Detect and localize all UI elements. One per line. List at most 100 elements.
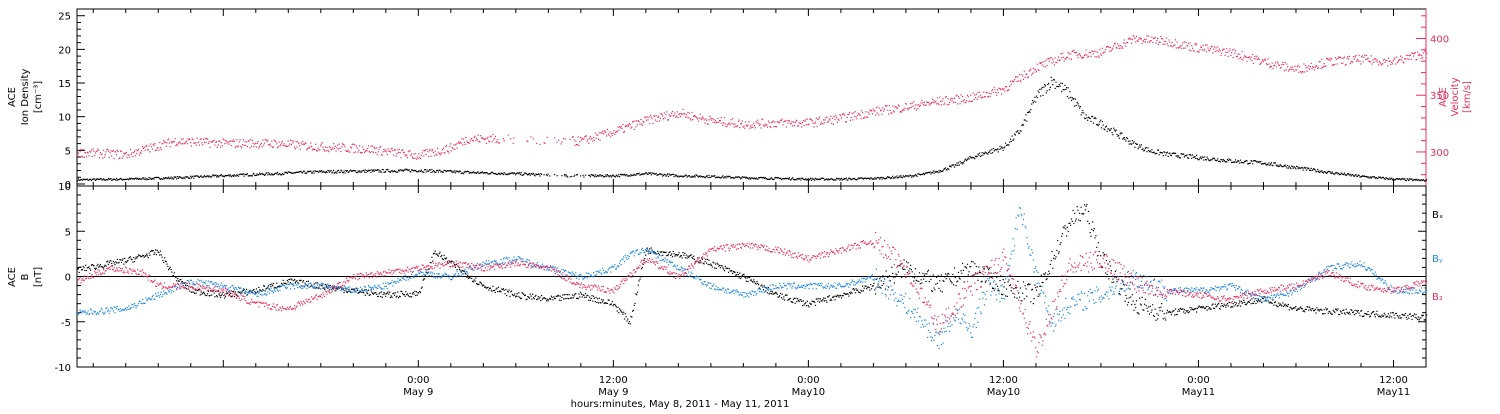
- bottom-series-0-point-918: [823, 298, 824, 299]
- top-series-1-point-52: [119, 157, 120, 158]
- bottom-left-tick-label--5: -5: [61, 318, 71, 329]
- top-series-1-point-61: [127, 157, 128, 158]
- bottom-series-0-point-142: [192, 287, 193, 288]
- bottom-series-0-point-193: [234, 296, 235, 297]
- bottom-series-0-point-341: [354, 289, 355, 290]
- top-series-1-point-191: [232, 141, 233, 142]
- bottom-series-0-point-1271: [1110, 265, 1111, 266]
- bottom-series-0-point-1499: [1295, 306, 1296, 307]
- top-series-1-point-982: [929, 103, 930, 104]
- bottom-series-0-point-1577: [1359, 313, 1360, 314]
- top-series-0-point-1477: [1305, 167, 1306, 168]
- bottom-series-0-point-785: [715, 264, 716, 265]
- top-left-tick-label-5: 5: [65, 146, 71, 157]
- top-series-0-point-1080: [982, 154, 983, 155]
- bottom-series-0-point-877: [790, 298, 791, 299]
- top-series-0-point-646: [630, 175, 631, 176]
- bottom-series-0-point-1346: [1171, 314, 1172, 315]
- top-series-1-point-1345: [1224, 49, 1225, 50]
- bottom-series-0-point-1660: [1426, 315, 1427, 316]
- top-series-0-point-574: [547, 175, 548, 176]
- bottom-series-0-point-630: [589, 297, 590, 298]
- bottom-series-0-point-1362: [1184, 309, 1185, 310]
- top-series-1-point-1271: [1164, 41, 1165, 42]
- top-series-0-point-906: [841, 178, 842, 179]
- top-series-0-point-1256: [1125, 140, 1126, 141]
- top-series-1-point-1273: [1165, 41, 1166, 42]
- top-series-1-point-629: [642, 125, 643, 126]
- bottom-series-0-point-585: [552, 299, 553, 300]
- bottom-series-0-point-1296: [1130, 297, 1131, 298]
- bottom-series-0-point-1523: [1315, 309, 1316, 310]
- top-series-0-point-1025: [938, 172, 939, 173]
- top-series-1-point-657: [665, 117, 666, 118]
- bottom-series-0-point-917: [822, 299, 823, 300]
- bottom-series-0-point-1217: [1066, 235, 1067, 236]
- top-series-0-point-622: [610, 175, 611, 176]
- bottom-series-0-point-1290: [1125, 295, 1126, 296]
- top-series-0-point-1226: [1101, 127, 1102, 128]
- bottom-series-0-point-422: [420, 292, 421, 293]
- top-series-1-point-725: [720, 120, 721, 121]
- top-series-1-point-1450: [1309, 69, 1310, 70]
- top-series-1-point-1189: [1097, 52, 1098, 53]
- top-series-1-point-315: [333, 143, 334, 144]
- top-series-1-point-60: [126, 152, 127, 153]
- top-series-0-point-1530: [1348, 173, 1349, 174]
- top-series-1-point-1445: [1305, 65, 1306, 66]
- top-series-1-point-146: [196, 145, 197, 146]
- top-series-1-point-1392: [1262, 59, 1263, 60]
- top-series-1-point-263: [291, 144, 292, 145]
- top-series-1-point-1240: [1138, 39, 1139, 40]
- top-series-0-point-1015: [930, 171, 931, 172]
- top-series-0-point-81: [143, 177, 144, 178]
- top-series-1-point-677: [681, 113, 682, 114]
- top-series-0-point-1059: [965, 158, 966, 159]
- top-series-0-point-1409: [1250, 163, 1251, 164]
- bottom-series-0-point-558: [531, 296, 532, 297]
- top-series-0-point-1279: [1144, 150, 1145, 151]
- top-series-0-point-1461: [1292, 166, 1293, 167]
- top-series-1-point-816: [794, 125, 795, 126]
- top-series-1-point-1082: [1010, 81, 1011, 82]
- top-series-1-point-1556: [1395, 63, 1396, 64]
- top-left-tick-label-15: 15: [58, 79, 71, 90]
- bottom-series-0-point-557: [530, 294, 531, 295]
- top-series-1-point-625: [639, 121, 640, 122]
- top-series-1-point-101: [159, 142, 160, 143]
- top-series-1-point-1194: [1101, 55, 1102, 56]
- top-series-0-point-602: [594, 176, 595, 177]
- bottom-series-0-point-1233: [1079, 213, 1080, 214]
- top-series-1-point-1261: [1155, 42, 1156, 43]
- bottom-series-0-point-864: [779, 295, 780, 296]
- bottom-series-0-point-1430: [1239, 301, 1240, 302]
- bottom-series-0-point-1079: [954, 267, 955, 268]
- bottom-series-0-point-1633: [1404, 315, 1405, 316]
- bottom-series-0-point-1406: [1220, 308, 1221, 309]
- top-series-1-point-1380: [1252, 54, 1253, 55]
- top-series-0-point-142: [192, 176, 193, 177]
- top-series-1-point-1038: [974, 94, 975, 95]
- top-series-1-point-571: [595, 133, 596, 134]
- top-series-1-point-1440: [1301, 72, 1302, 73]
- bottom-series-0-point-282: [306, 281, 307, 282]
- top-series-0-point-394: [397, 171, 398, 172]
- bottom-series-0-point-733: [673, 251, 674, 252]
- bottom-series-0-point-494: [478, 284, 479, 285]
- top-series-1-point-1092: [1018, 80, 1019, 81]
- top-series-0-point-254: [283, 174, 284, 175]
- top-series-1-point-436: [431, 150, 432, 151]
- top-series-1-point-993: [938, 103, 939, 104]
- bottom-series-0-point-1226: [1073, 223, 1074, 224]
- top-series-1-point-830: [805, 119, 806, 120]
- bottom-series-0-point-1039: [921, 282, 922, 283]
- top-series-0-point-811: [764, 178, 765, 179]
- bottom-series-0-point-1106: [976, 266, 977, 267]
- top-series-1-point-160: [207, 139, 208, 140]
- top-series-1-point-1391: [1261, 62, 1262, 63]
- top-series-0-point-1201: [1081, 114, 1082, 115]
- top-series-0-point-1050: [958, 162, 959, 163]
- top-series-1-point-552: [579, 141, 580, 142]
- top-series-0-point-450: [443, 172, 444, 173]
- top-series-0-point-504: [487, 172, 488, 173]
